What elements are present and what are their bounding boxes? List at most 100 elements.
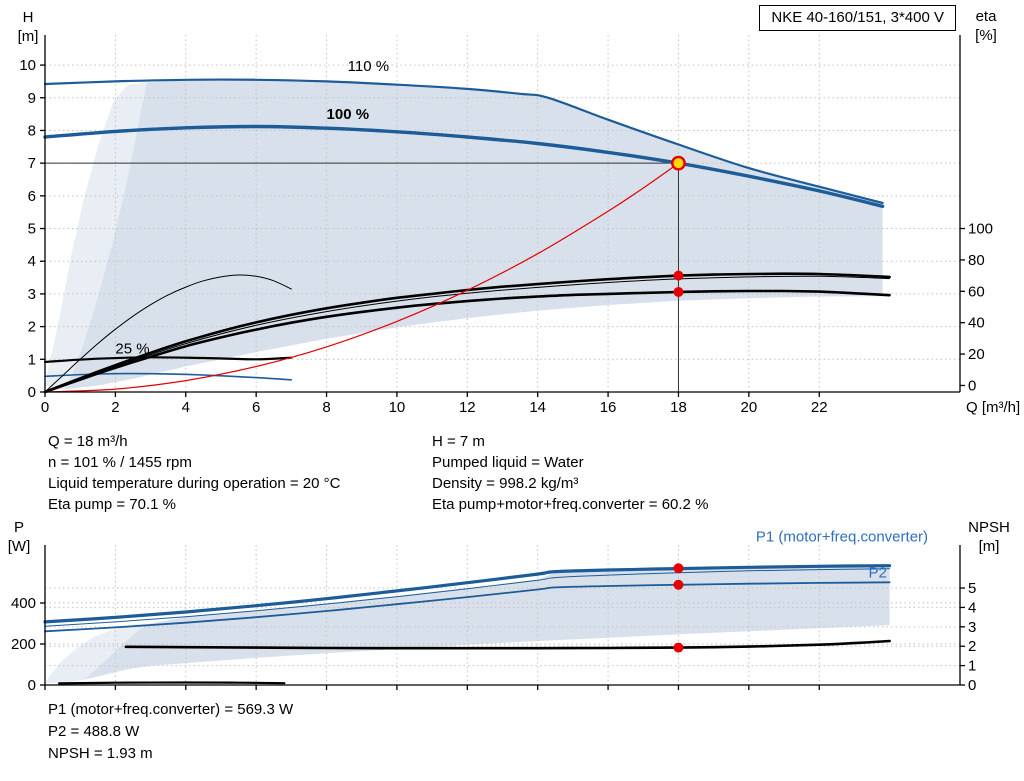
svg-text:[%]: [%] [975, 27, 997, 44]
grid-lines [45, 35, 960, 392]
svg-text:8: 8 [28, 122, 36, 139]
power-envelope [83, 566, 890, 680]
duty-info-left-column: Q = 18 m³/h n = 101 % / 1455 rpm Liquid … [48, 431, 432, 515]
operating-envelope-light [45, 82, 148, 390]
svg-text:4: 4 [182, 399, 190, 416]
power-npsh-chart: 0 200 400 0 1 2 3 4 5 P [W] NPSH [m] P1 (motor+freq.c… [8, 519, 1010, 694]
result-line-npsh: NPSH = 1.93 m [48, 745, 153, 762]
svg-text:18: 18 [670, 399, 687, 416]
info-line-liquid: Pumped liquid = Water [432, 454, 584, 471]
svg-text:2: 2 [111, 399, 119, 416]
duty-info-right-column: H = 7 m Pumped liquid = Water Density = … [432, 431, 992, 515]
info-line-q: Q = 18 m³/h [48, 433, 128, 450]
svg-text:2: 2 [968, 638, 976, 655]
eta-strand-curve [44, 275, 891, 393]
info-line-head: H = 7 m [432, 433, 485, 450]
speed-curve-25-head [43, 356, 293, 363]
svg-text:12: 12 [459, 399, 476, 416]
info-line-eta-pump: Eta pump = 70.1 % [48, 496, 176, 513]
result-dot-marker [673, 270, 684, 281]
svg-text:100: 100 [968, 221, 993, 238]
curve-label: P2 [869, 565, 887, 582]
curve-label: 100 % [327, 106, 370, 123]
svg-text:10: 10 [19, 57, 36, 74]
tick-labels: 0 2 4 6 8 10 12 14 16 18 20 22012345678910020406080… [19, 57, 1020, 416]
result-dot-marker [673, 563, 684, 574]
info-line-density: Density = 998.2 kg/m³ [432, 475, 579, 492]
result-line-p2: P2 = 488.8 W [48, 723, 140, 740]
svg-text:2: 2 [28, 319, 36, 336]
svg-text:Q [m³/h]: Q [m³/h] [966, 399, 1020, 416]
svg-text:3: 3 [28, 286, 36, 303]
info-line-speed: n = 101 % / 1455 rpm [48, 454, 192, 471]
svg-text:60: 60 [968, 283, 985, 300]
pump-model-title-box: NKE 40-160/151, 3*400 V [759, 5, 956, 31]
curve-label: P1 (motor+freq.converter) [756, 529, 928, 546]
p1-curve [43, 564, 892, 624]
axis-unit-labels: H [m] eta [%] [18, 8, 998, 45]
npsh-curve [124, 639, 891, 650]
svg-text:[m]: [m] [979, 538, 1000, 555]
svg-text:P: P [14, 519, 24, 536]
axis-unit-labels: P [W] NPSH [m] [8, 519, 1010, 555]
svg-text:4: 4 [968, 599, 976, 616]
curve-label: 25 % [115, 340, 149, 357]
svg-text:16: 16 [600, 399, 617, 416]
result-dot-marker [673, 642, 684, 653]
svg-text:1: 1 [968, 658, 976, 675]
svg-text:4: 4 [28, 253, 36, 270]
eta-total-curve [43, 289, 891, 394]
svg-text:0: 0 [28, 677, 36, 694]
svg-text:9: 9 [28, 90, 36, 107]
head-efficiency-chart: 0 2 4 6 8 10 12 14 16 18 20 22012345678910020406080… [18, 8, 1021, 416]
result-dot-marker [673, 579, 684, 590]
results-block: P1 (motor+freq.converter) = 569.3 W P2 =… [48, 699, 293, 765]
low-speed-power-curve [58, 681, 286, 685]
tick-labels: 0 200 400 0 1 2 3 4 5 [11, 580, 976, 694]
svg-text:22: 22 [811, 399, 828, 416]
p1-strand-curve [44, 568, 891, 627]
svg-text:200: 200 [11, 636, 36, 653]
info-line-temperature: Liquid temperature during operation = 20… [48, 475, 341, 492]
axes [40, 35, 965, 397]
svg-text:6: 6 [252, 399, 260, 416]
svg-text:80: 80 [968, 252, 985, 269]
svg-text:0: 0 [41, 399, 49, 416]
svg-text:[m]: [m] [18, 28, 39, 45]
svg-text:NPSH: NPSH [968, 519, 1010, 536]
svg-text:5: 5 [968, 580, 976, 597]
speed-curve-100 [43, 124, 885, 208]
svg-text:0: 0 [28, 384, 36, 401]
axes [40, 545, 965, 690]
svg-text:0: 0 [968, 677, 976, 694]
svg-text:0: 0 [968, 377, 976, 394]
pump-model-text: NKE 40-160/151, 3*400 V [771, 9, 944, 26]
result-line-p1: P1 (motor+freq.converter) = 569.3 W [48, 701, 294, 718]
svg-text:1: 1 [28, 351, 36, 368]
svg-text:7: 7 [28, 155, 36, 172]
svg-text:20: 20 [968, 346, 985, 363]
eta-reduced-speed-curve [44, 274, 292, 393]
power-envelope-light [45, 623, 151, 684]
info-line-eta-total: Eta pump+motor+freq.converter = 60.2 % [432, 496, 709, 513]
svg-text:14: 14 [529, 399, 546, 416]
svg-text:6: 6 [28, 188, 36, 205]
svg-text:20: 20 [741, 399, 758, 416]
p2-curve [44, 581, 891, 633]
svg-text:40: 40 [968, 315, 985, 332]
svg-text:3: 3 [968, 619, 976, 636]
svg-text:H: H [23, 9, 34, 26]
duty-point-marker[interactable] [671, 155, 686, 171]
svg-text:8: 8 [322, 399, 330, 416]
duty-info-block: Q = 18 m³/h n = 101 % / 1455 rpm Liquid … [48, 431, 992, 515]
svg-text:5: 5 [28, 221, 36, 238]
affinity-curve [44, 162, 680, 393]
curve-label: 110 % [348, 58, 389, 75]
result-dot-marker [673, 286, 684, 297]
speed-curve-110 [43, 78, 884, 205]
svg-text:eta: eta [976, 8, 998, 25]
svg-text:10: 10 [389, 399, 406, 416]
svg-text:[W]: [W] [8, 538, 31, 555]
svg-text:400: 400 [11, 595, 36, 612]
